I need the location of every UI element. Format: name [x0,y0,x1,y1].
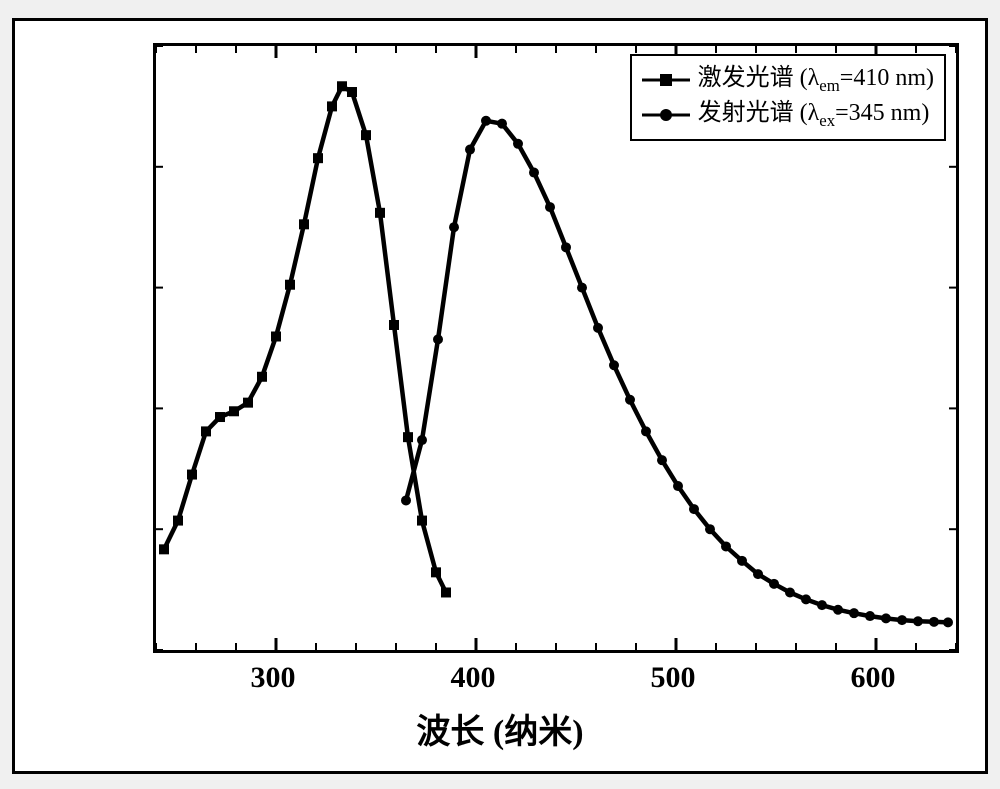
x-tick-500: 500 [651,661,696,695]
legend-item-emission: 发射光谱 (λex=345 nm) [642,97,934,132]
legend-marker-square [642,68,690,92]
x-tick-400: 400 [451,661,496,695]
legend-label-2: 发射光谱 (λex=345 nm) [698,97,930,132]
legend: 激发光谱 (λem=410 nm) 发射光谱 (λex=345 nm) [630,54,946,141]
x-tick-600: 600 [851,661,896,695]
legend-label-1: 激发光谱 (λem=410 nm) [698,62,934,97]
chart-frame: 相对强度 (任意单位) 激发光谱 (λem=410 nm) 发射光谱 (λex=… [12,18,988,774]
legend-item-excitation: 激发光谱 (λem=410 nm) [642,62,934,97]
x-tick-300: 300 [251,661,296,695]
legend-marker-circle [642,103,690,127]
x-axis-label: 波长 (纳米) [416,704,583,753]
plot-area: 激发光谱 (λem=410 nm) 发射光谱 (λex=345 nm) [153,43,959,653]
